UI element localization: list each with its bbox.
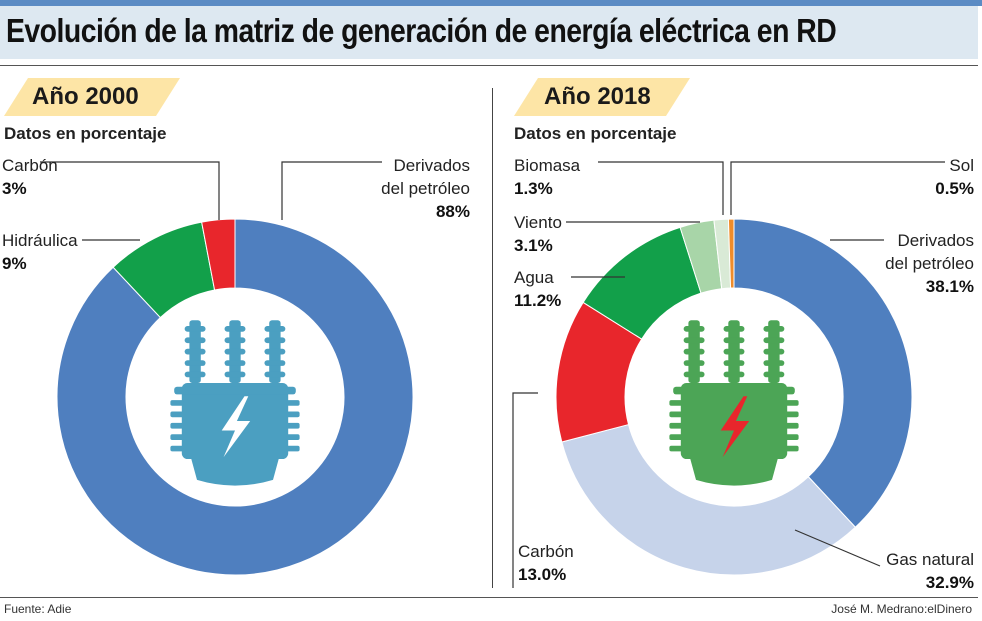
slice-value: 11.2% [514, 291, 562, 310]
slice-name: Agua [514, 268, 554, 287]
slice-name: del petróleo [885, 254, 974, 273]
slice-name: Gas natural [886, 550, 974, 569]
slice-value: 0.5% [935, 179, 974, 198]
slice-label-agua-2018: Agua 11.2% [514, 266, 561, 312]
source-note: Fuente: Adie [4, 602, 72, 616]
year-2018-flag [514, 78, 690, 116]
leader-line-biomasa-2018 [598, 161, 724, 215]
credit-note: José M. Medrano:elDinero [831, 602, 972, 616]
slice-label-sol-2018: Sol 0.5% [935, 154, 974, 200]
slice-name: Biomasa [514, 156, 581, 175]
donut-chart-2018 [555, 218, 913, 576]
leader-line-carbon-2000 [40, 161, 220, 220]
title-bar [0, 6, 978, 59]
slice-value: 3% [2, 179, 27, 198]
slice-name: Derivados [897, 231, 974, 250]
slice-value: 88% [435, 202, 470, 221]
header-divider [0, 65, 978, 66]
label-leader-lines [40, 161, 945, 588]
year-2000-flag [4, 78, 180, 116]
slice-label-derivados-2018: Derivados del petróleo 38.1% [885, 229, 974, 298]
leader-line-sol-2018 [730, 161, 945, 215]
year-2000-title: Año 2000 [32, 83, 139, 110]
year-2018-title: Año 2018 [544, 83, 651, 110]
slice-label-carbon-2000: Carbón 3% [2, 154, 58, 200]
header-accent-strip [0, 0, 982, 6]
slice-value: 9% [2, 254, 27, 273]
donut-chart-2000 [56, 218, 414, 576]
slice-value: 1.3% [514, 179, 553, 198]
transformer-icon [170, 320, 300, 486]
slice-name: del petróleo [381, 179, 470, 198]
panel-divider [492, 88, 493, 588]
slice-name: Derivados [393, 156, 470, 175]
slice-label-derivados-2000: Derivados del petróleo 88% [381, 154, 470, 223]
page-title: Evolución de la matriz de generación de … [6, 12, 837, 49]
slice-label-carbon-2018: Carbón 13.0% [518, 540, 574, 586]
slice-label-hidraulica-2000: Hidráulica 9% [2, 229, 78, 275]
slice-value: 3.1% [514, 236, 553, 255]
slice-name: Sol [949, 156, 974, 175]
subtitle-2018: Datos en porcentaje [514, 124, 677, 143]
slice-value: 32.9% [925, 573, 974, 592]
slice-value: 13.0% [518, 565, 567, 584]
slice-carbon-2000 [201, 218, 236, 291]
leader-line-derivados-2000 [281, 161, 382, 220]
slice-label-gas-2018: Gas natural 32.9% [886, 548, 974, 594]
slice-derivados-del-petroleo-2018 [733, 218, 913, 528]
slice-value: 38.1% [925, 277, 974, 296]
slice-name: Carbón [2, 156, 58, 175]
slice-sol-2018 [727, 218, 735, 289]
subtitle-2000: Datos en porcentaje [4, 124, 167, 143]
slice-name: Viento [514, 213, 562, 232]
leader-line-carbon-2018 [512, 392, 538, 588]
slice-label-viento-2018: Viento 3.1% [514, 211, 562, 257]
slice-label-biomasa-2018: Biomasa 1.3% [514, 154, 580, 200]
slice-gas-natural-2018 [561, 423, 857, 576]
footer-divider [0, 597, 978, 598]
leader-line-gas-2018 [794, 529, 881, 567]
slice-derivados-del-petroleo-2000 [56, 218, 414, 576]
slice-name: Hidráulica [2, 231, 78, 250]
slice-name: Carbón [518, 542, 574, 561]
transformer-icon [669, 320, 799, 486]
